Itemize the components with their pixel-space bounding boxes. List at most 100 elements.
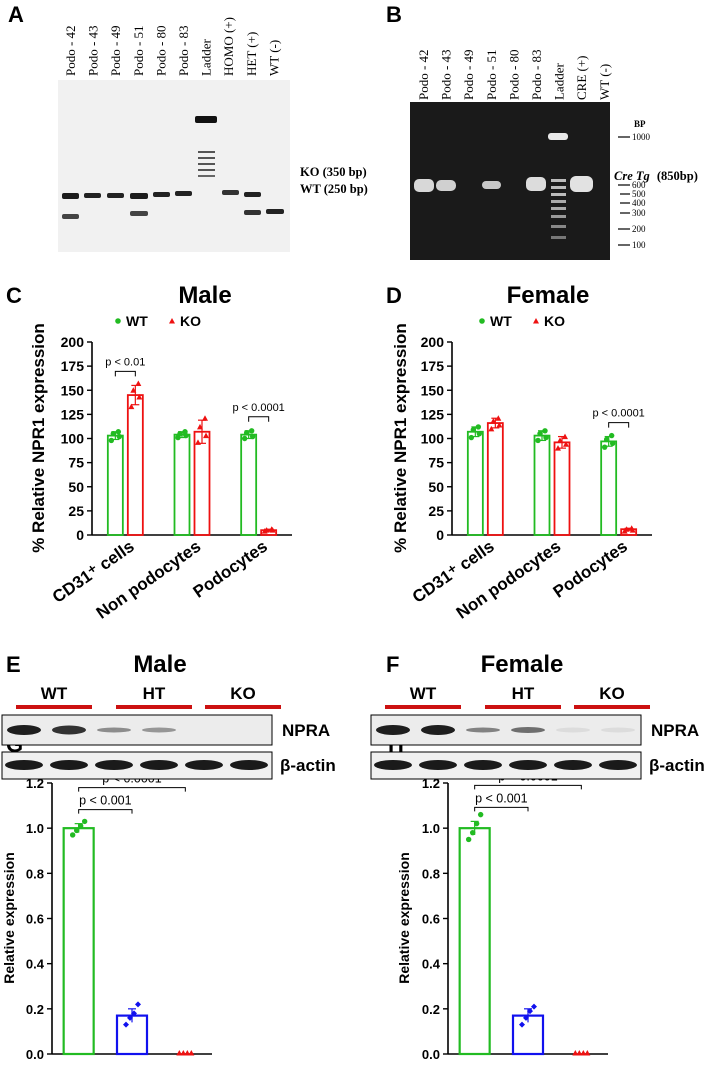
y-tick-label: 25	[428, 503, 444, 519]
gel-lane-label: HET (+)	[244, 32, 259, 76]
blot-band	[97, 727, 131, 733]
gel-band	[198, 175, 215, 177]
y-tick-label: 0.4	[422, 957, 441, 972]
data-point	[241, 435, 248, 442]
data-point	[563, 441, 569, 447]
gel-lane-label: CRE (+)	[574, 55, 589, 100]
gel-lane-label: Ladder	[552, 63, 567, 100]
panel-a: A Podo - 42 Podo - 43 Podo - 49 Podo - 51 Po…	[8, 2, 368, 252]
gel-band	[526, 177, 546, 191]
gel-lane-label: Ladder	[199, 39, 214, 76]
blot-group-label: HT	[512, 684, 535, 703]
blot-row-label: NPRA	[651, 721, 699, 740]
blot-band	[95, 760, 133, 770]
bp-marker-label: 500	[632, 189, 646, 199]
blot-group-label: KO	[230, 684, 256, 703]
data-point	[127, 1014, 133, 1021]
gel-b-cre-italic: Cre Tg	[614, 169, 650, 183]
gel-lane-label: HOMO (+)	[221, 17, 236, 76]
data-point	[603, 436, 610, 443]
blot-band	[554, 760, 592, 770]
y-tick-label: 0.8	[26, 866, 44, 881]
significance-bracket	[474, 784, 582, 790]
gel-band	[551, 215, 566, 218]
chart-d-female: D Female % Relative NPR1 expression 0 25 50 75…	[386, 282, 652, 623]
data-point	[130, 387, 137, 393]
gel-band	[84, 193, 101, 198]
significance-label: p < 0.01	[105, 356, 145, 368]
x-category-label: Podocytes	[190, 537, 271, 602]
panel-letter: F	[386, 652, 399, 677]
legend-marker-wt	[115, 318, 121, 324]
bar-ko	[193, 430, 211, 536]
data-point	[248, 428, 255, 434]
y-tick-label: 0.2	[422, 1002, 440, 1017]
data-point	[131, 1010, 137, 1017]
data-point	[123, 1021, 129, 1028]
y-tick-label: 50	[428, 479, 444, 495]
data-point	[580, 1050, 587, 1056]
blot-group-bar	[116, 705, 192, 709]
blot-band	[419, 760, 457, 770]
y-tick-label: 0	[76, 527, 84, 543]
significance-bracket	[114, 370, 136, 377]
y-axis-label: % Relative NPR1 expression	[29, 323, 48, 553]
blot-band	[509, 760, 547, 770]
y-tick-label: 0.6	[422, 912, 440, 927]
data-point	[110, 430, 117, 437]
gel-band	[551, 225, 566, 228]
gel-lane-label: Podo - 83	[529, 49, 544, 100]
significance-label: p < 0.001	[475, 791, 528, 805]
bp-marker-label: 400	[632, 198, 646, 208]
gel-lane-label: Podo - 51	[131, 25, 146, 76]
gel-band	[551, 236, 566, 239]
blot-title: Male	[133, 651, 186, 678]
data-point	[572, 1050, 579, 1056]
chart-title: Male	[178, 282, 231, 309]
blot-band	[421, 725, 455, 735]
y-tick-label: 1.0	[422, 821, 440, 836]
blot-npra-strip	[370, 714, 642, 746]
data-point	[202, 415, 208, 421]
gel-band	[222, 190, 239, 195]
significance-bracket	[248, 416, 270, 422]
legend-marker-ko	[533, 318, 539, 324]
panel-letter-b: B	[386, 2, 402, 27]
chart-title: Female	[507, 282, 590, 309]
gel-lane-label: Podo - 80	[153, 25, 168, 76]
data-point	[628, 525, 635, 531]
legend-label: KO	[544, 313, 565, 329]
significance-label: p < 0.0001	[593, 408, 645, 420]
data-point	[203, 432, 209, 439]
blot-row-label: β-actin	[280, 756, 336, 775]
data-point	[623, 526, 630, 532]
data-point	[468, 434, 475, 441]
data-point	[557, 437, 563, 443]
blot-band	[140, 760, 178, 770]
legend-label: WT	[126, 313, 148, 329]
gel-band	[244, 192, 261, 197]
y-tick-label: 75	[428, 455, 444, 471]
blot-band	[376, 725, 410, 735]
y-tick-label: 75	[68, 455, 84, 471]
y-tick-label: 200	[61, 334, 85, 350]
gel-lane-label: Podo - 49	[461, 49, 476, 100]
gel-b-cre-label: Cre Tg (850bp)	[614, 169, 698, 183]
gel-band	[198, 151, 215, 153]
gel-band	[175, 191, 192, 196]
gel-band	[551, 207, 566, 210]
data-point	[495, 415, 502, 421]
legend-marker-wt	[479, 318, 485, 324]
gel-b-bp-header: BP	[634, 119, 646, 129]
data-point	[490, 418, 497, 424]
bar-wt	[173, 433, 191, 536]
data-point	[135, 1001, 141, 1008]
y-tick-label: 0.4	[26, 957, 45, 972]
panel-letter: D	[386, 283, 402, 308]
data-point	[535, 437, 541, 444]
data-point	[543, 434, 549, 441]
panel-letter: E	[6, 652, 21, 677]
y-axis-label: % Relative NPR1 expression	[391, 323, 410, 553]
data-point	[243, 430, 250, 436]
